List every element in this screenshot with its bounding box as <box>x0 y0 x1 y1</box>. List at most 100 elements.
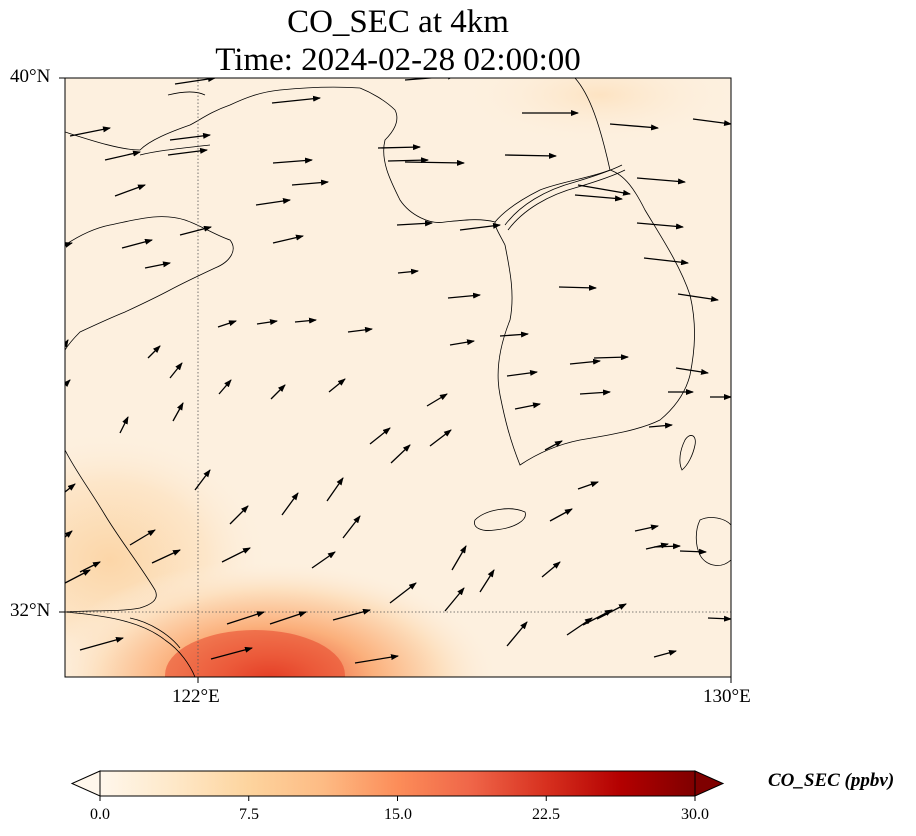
wind-arrow <box>270 384 286 400</box>
colorbar <box>70 770 725 801</box>
wind-arrow <box>577 184 631 196</box>
lon-label-130e: 130°E <box>703 686 751 707</box>
axis-ticks <box>59 77 732 683</box>
coastlines <box>65 78 731 677</box>
colorbar-label: CO_SEC (ppbv) <box>768 770 895 791</box>
wind-arrow <box>634 524 659 532</box>
wind-arrow <box>636 177 686 185</box>
wind-arrow <box>707 615 731 622</box>
wind-arrow <box>291 179 329 186</box>
wind-arrow <box>129 529 156 546</box>
wind-arrow <box>347 326 373 333</box>
wind-arrow <box>506 621 528 647</box>
wind-arrow <box>354 654 399 664</box>
wind-vectors <box>65 78 731 664</box>
wind-arrow <box>69 126 111 137</box>
wind-arrow <box>65 242 73 248</box>
wind-arrow <box>167 147 208 156</box>
wind-arrow <box>377 144 421 151</box>
wind-arrow <box>596 603 627 620</box>
wind-arrow <box>328 378 346 393</box>
wind-arrow <box>499 331 529 338</box>
map-title-line1: CO_SEC at 4km <box>287 4 509 40</box>
wind-arrow <box>121 238 153 249</box>
wind-arrow <box>119 416 129 434</box>
wind-arrow <box>506 369 538 377</box>
wind-arrow <box>444 587 465 612</box>
wind-arrow <box>675 367 709 375</box>
wind-arrow <box>179 225 212 236</box>
wind-arrow <box>326 477 344 502</box>
wind-arrow <box>114 184 146 197</box>
map-title-line2: Time: 2024-02-28 02:00:00 <box>215 42 581 78</box>
wind-arrow <box>692 118 731 127</box>
wind-arrow <box>311 551 336 569</box>
wind-arrow <box>256 319 278 326</box>
wind-arrow <box>593 354 629 361</box>
wind-arrow <box>272 157 313 164</box>
wind-arrow <box>229 505 249 525</box>
wind-arrow <box>65 569 91 584</box>
wind-arrow <box>217 320 237 328</box>
wind-arrow <box>104 150 141 161</box>
wind-arrow <box>272 234 304 244</box>
wind-arrow <box>169 362 183 379</box>
wind-arrow <box>582 609 613 626</box>
wind-arrow <box>174 78 216 85</box>
map-frame <box>64 77 732 678</box>
wind-arrow <box>429 429 452 447</box>
lon-label-122e: 122°E <box>172 686 220 707</box>
gridlines <box>65 78 731 677</box>
wind-arrow <box>396 220 433 227</box>
colorbar-tick-1: 7.5 <box>239 806 259 823</box>
wind-arrow <box>221 547 251 563</box>
wind-arrow <box>294 317 317 324</box>
wind-arrow <box>609 123 659 131</box>
wind-arrow <box>426 393 448 407</box>
wind-arrow <box>653 543 681 550</box>
wind-arrow <box>218 379 232 395</box>
wind-arrow <box>226 611 265 625</box>
wind-arrow <box>541 561 561 578</box>
wind-arrow <box>79 561 101 573</box>
wind-arrow <box>65 483 76 493</box>
colorbar-tick-3: 22.5 <box>532 806 560 823</box>
wind-arrow <box>65 530 73 538</box>
wind-arrow <box>566 617 593 636</box>
wind-arrow <box>653 649 677 658</box>
wind-arrow <box>79 636 124 651</box>
wind-arrow <box>514 402 541 410</box>
wind-arrow <box>679 548 707 555</box>
wind-arrow <box>194 469 211 491</box>
wind-arrow <box>677 293 719 302</box>
colorbar-tick-2: 15.0 <box>384 806 412 823</box>
wind-arrow <box>269 611 307 625</box>
wind-arrow <box>172 402 184 422</box>
wind-arrow <box>459 222 501 231</box>
wind-arrow <box>404 159 465 166</box>
wind-arrow <box>577 481 599 490</box>
wind-arrow <box>643 257 689 266</box>
wind-arrow <box>281 492 299 516</box>
wind-arrow <box>387 157 429 164</box>
wind-arrow <box>389 582 417 604</box>
wind-arrow <box>169 132 211 141</box>
wind-arrow <box>404 78 456 81</box>
wind-arrow <box>636 222 684 230</box>
wind-arrow <box>449 339 475 346</box>
wind-arrow <box>479 569 495 593</box>
wind-arrow <box>271 95 321 104</box>
wind-arrow <box>255 198 291 206</box>
lat-label-40n: 40°N <box>10 66 51 87</box>
colorbar-tick-0: 0.0 <box>90 806 110 823</box>
wind-arrow <box>544 440 563 451</box>
wind-arrow <box>65 379 71 388</box>
wind-arrow <box>579 389 611 396</box>
wind-arrow <box>397 268 419 275</box>
colorbar-tick-4: 30.0 <box>681 806 709 823</box>
lat-label-32n: 32°N <box>10 600 51 621</box>
wind-arrow <box>210 646 253 660</box>
wind-arrow <box>447 292 481 299</box>
wind-arrow <box>147 345 161 359</box>
